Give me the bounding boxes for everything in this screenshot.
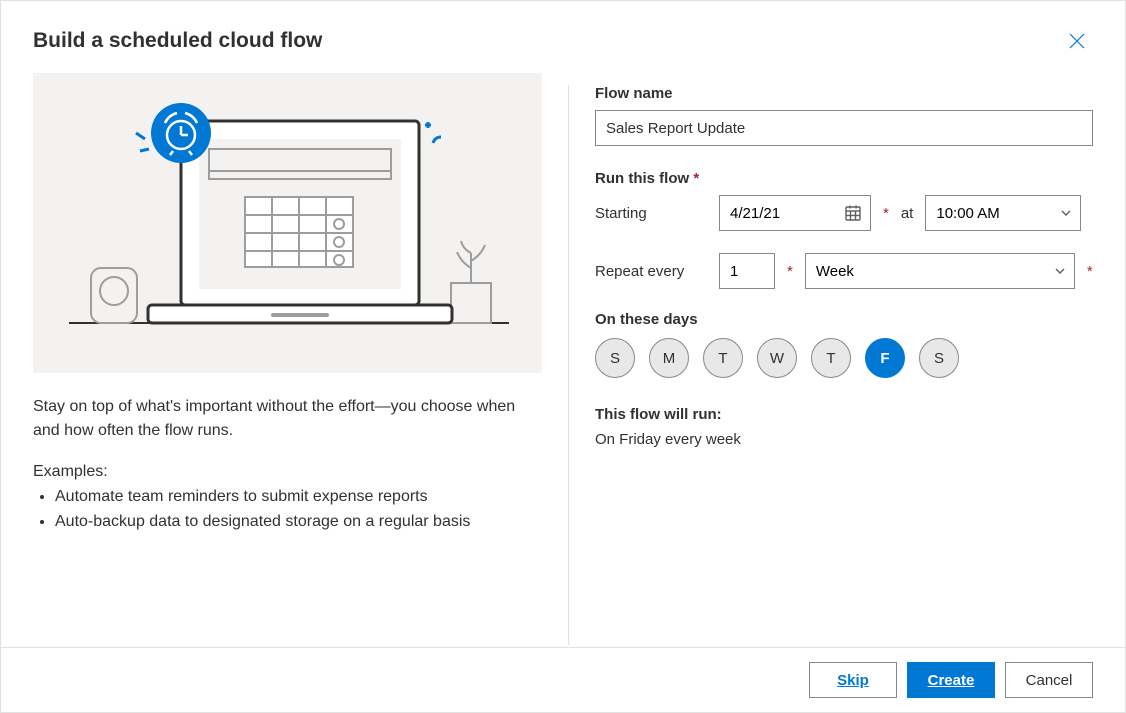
right-panel: Flow name Run this flow Starting 4/21/21 <box>595 73 1093 647</box>
time-select[interactable]: 10:00 AM <box>925 195 1081 231</box>
dialog-header: Build a scheduled cloud flow <box>1 1 1125 73</box>
create-button[interactable]: Create <box>907 662 995 698</box>
day-tue[interactable]: T <box>703 338 743 378</box>
repeat-count-input[interactable] <box>719 253 775 289</box>
starting-row: Starting 4/21/21 * at 10 <box>595 195 1093 231</box>
close-icon <box>1068 32 1086 50</box>
illustration <box>33 73 542 373</box>
dialog-content: Stay on top of what's important without … <box>1 73 1125 647</box>
starting-label: Starting <box>595 205 707 222</box>
scheduled-flow-dialog: Build a scheduled cloud flow <box>0 0 1126 713</box>
required-star: * <box>1087 263 1093 280</box>
required-star: * <box>883 205 889 222</box>
chevron-down-icon <box>1054 265 1066 277</box>
skip-button[interactable]: Skip <box>809 662 897 698</box>
examples-list: Automate team reminders to submit expens… <box>33 485 542 535</box>
repeat-unit-value: Week <box>816 263 854 280</box>
repeat-row: Repeat every * Week * <box>595 253 1093 289</box>
day-sun[interactable]: S <box>595 338 635 378</box>
flow-name-field: Flow name <box>595 85 1093 146</box>
cancel-button[interactable]: Cancel <box>1005 662 1093 698</box>
day-fri[interactable]: F <box>865 338 905 378</box>
date-picker[interactable]: 4/21/21 <box>719 195 871 231</box>
required-star: * <box>787 263 793 280</box>
days-label: On these days <box>595 311 1093 328</box>
example-item: Auto-backup data to designated storage o… <box>55 510 542 535</box>
day-mon[interactable]: M <box>649 338 689 378</box>
summary-text: On Friday every week <box>595 431 1093 448</box>
vertical-divider <box>568 85 569 645</box>
date-value: 4/21/21 <box>730 205 780 222</box>
flow-name-label: Flow name <box>595 85 1093 102</box>
at-label: at <box>901 205 914 222</box>
example-item: Automate team reminders to submit expens… <box>55 485 542 510</box>
close-button[interactable] <box>1061 25 1093 57</box>
calendar-icon <box>844 204 862 222</box>
dialog-title: Build a scheduled cloud flow <box>33 29 322 53</box>
day-sat[interactable]: S <box>919 338 959 378</box>
dialog-footer: Skip Create Cancel <box>1 647 1125 712</box>
days-field: On these days S M T W T F S <box>595 311 1093 378</box>
time-value: 10:00 AM <box>936 205 999 222</box>
chevron-down-icon <box>1060 207 1072 219</box>
repeat-unit-select[interactable]: Week <box>805 253 1075 289</box>
run-this-flow-label: Run this flow <box>595 170 1093 187</box>
summary-label: This flow will run: <box>595 406 1093 423</box>
days-row: S M T W T F S <box>595 338 1093 378</box>
repeat-label: Repeat every <box>595 263 707 280</box>
left-panel: Stay on top of what's important without … <box>33 73 542 647</box>
examples-label: Examples: <box>33 463 542 481</box>
day-wed[interactable]: W <box>757 338 797 378</box>
day-thu[interactable]: T <box>811 338 851 378</box>
flow-name-input[interactable] <box>595 110 1093 146</box>
description-text: Stay on top of what's important without … <box>33 395 542 443</box>
